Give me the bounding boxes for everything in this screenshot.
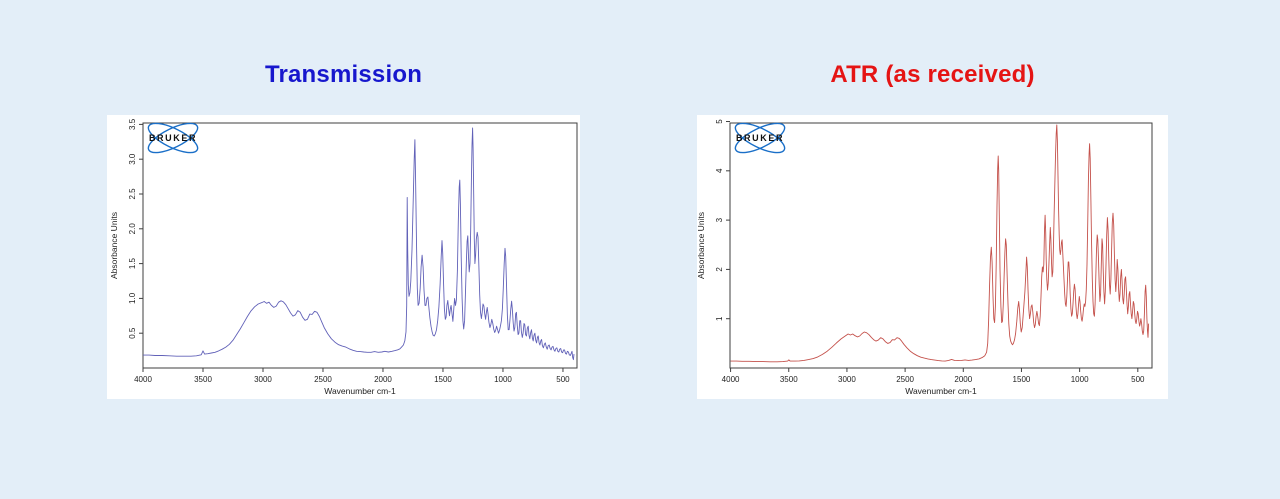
y-tick-label: 1 xyxy=(715,316,724,321)
y-tick-label: 2.0 xyxy=(128,223,137,235)
atr-title: ATR (as received) xyxy=(830,61,1035,88)
plot-frame xyxy=(729,122,1153,369)
x-tick-label: 500 xyxy=(1131,375,1145,384)
y-tick-label: 3.0 xyxy=(128,153,137,165)
atr-spectrum-chart: 4000 3500 3000 2500 2000 1500 1000 500 1 2 3 4 5 Wave… xyxy=(697,119,1153,396)
x-axis-label: Wavenumber cm-1 xyxy=(324,386,396,396)
x-tick-label: 2000 xyxy=(374,375,392,384)
x-tick-label: 1500 xyxy=(1013,375,1031,384)
x-tick-label: 500 xyxy=(556,375,570,384)
x-tick-label: 3500 xyxy=(780,375,798,384)
spectrum-line xyxy=(143,127,575,361)
x-tick-label: 2500 xyxy=(314,375,332,384)
transmission-spectrum-chart: 4000 3500 3000 2500 2000 1500 1000 500 0.5 1.0 1.5… xyxy=(109,118,578,396)
x-tick-label: 2500 xyxy=(896,375,914,384)
y-axis-label: Absorbance Units xyxy=(697,212,706,279)
bruker-logo-text: BRUKER xyxy=(736,133,784,143)
y-tick-label: 1.0 xyxy=(128,292,137,304)
x-tick-label: 3000 xyxy=(838,375,856,384)
y-axis-label: Absorbance Units xyxy=(109,212,119,279)
bruker-logo-orbit-icon xyxy=(734,122,786,154)
x-tick-label: 1000 xyxy=(494,375,512,384)
y-tick-label: 2 xyxy=(715,267,724,272)
transmission-spectrum-panel: 4000 3500 3000 2500 2000 1500 1000 500 0.5 1.0 1.5… xyxy=(107,115,580,399)
plot-frame xyxy=(142,122,578,369)
x-tick-label: 1000 xyxy=(1071,375,1089,384)
x-tick-label: 3500 xyxy=(194,375,212,384)
x-axis-label: Wavenumber cm-1 xyxy=(905,386,977,396)
bruker-logo-orbit-icon xyxy=(147,122,199,154)
x-tick-label: 4000 xyxy=(134,375,152,384)
y-tick-label: 2.5 xyxy=(128,188,137,200)
y-tick-label: 5 xyxy=(715,119,724,124)
x-tick-label: 1500 xyxy=(434,375,452,384)
bruker-logo-orbit-icon xyxy=(147,122,199,154)
y-tick-label: 3.5 xyxy=(128,118,137,130)
y-tick-label: 0.5 xyxy=(128,327,137,339)
x-tick-label: 3000 xyxy=(254,375,272,384)
bruker-logo-orbit-icon xyxy=(734,122,786,154)
transmission-title: Transmission xyxy=(264,61,423,88)
x-tick-label: 2000 xyxy=(954,375,972,384)
spectrum-line xyxy=(730,124,1150,363)
y-tick-label: 3 xyxy=(715,217,724,222)
x-tick-label: 4000 xyxy=(722,375,740,384)
y-tick-label: 4 xyxy=(715,168,724,173)
bruker-logo-text: BRUKER xyxy=(149,133,197,143)
y-tick-label: 1.5 xyxy=(128,257,137,269)
atr-spectrum-panel: 4000 3500 3000 2500 2000 1500 1000 500 1 2 3 4 5 Wave… xyxy=(697,115,1168,399)
